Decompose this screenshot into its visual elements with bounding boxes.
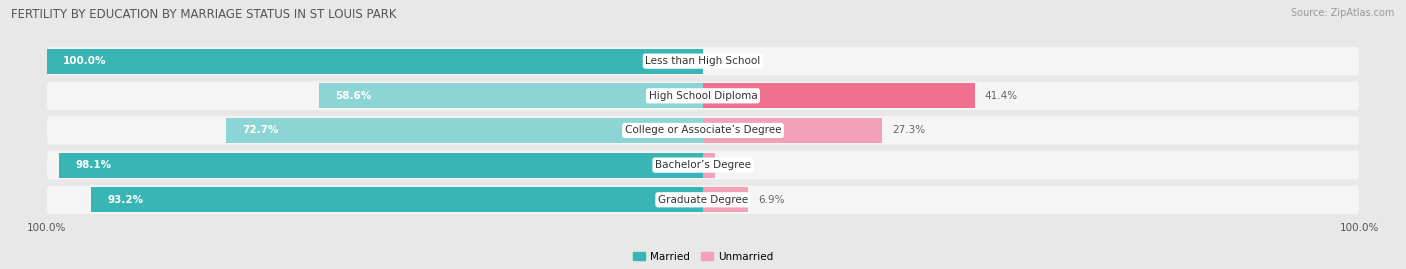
FancyBboxPatch shape: [46, 186, 1360, 214]
Bar: [319, 83, 703, 108]
Text: 100.0%: 100.0%: [63, 56, 107, 66]
FancyBboxPatch shape: [46, 47, 1360, 75]
FancyBboxPatch shape: [46, 151, 1360, 179]
Legend: Married, Unmarried: Married, Unmarried: [628, 247, 778, 266]
Text: 58.6%: 58.6%: [335, 91, 371, 101]
Text: 1.9%: 1.9%: [725, 160, 752, 170]
Text: College or Associate’s Degree: College or Associate’s Degree: [624, 125, 782, 136]
Bar: [59, 153, 703, 178]
Text: 93.2%: 93.2%: [108, 195, 143, 205]
Text: Less than High School: Less than High School: [645, 56, 761, 66]
Bar: [46, 49, 703, 74]
Text: 98.1%: 98.1%: [76, 160, 112, 170]
Text: FERTILITY BY EDUCATION BY MARRIAGE STATUS IN ST LOUIS PARK: FERTILITY BY EDUCATION BY MARRIAGE STATU…: [11, 8, 396, 21]
Bar: [703, 118, 882, 143]
Text: 0.0%: 0.0%: [713, 56, 740, 66]
Text: 6.9%: 6.9%: [758, 195, 785, 205]
Text: 27.3%: 27.3%: [891, 125, 925, 136]
FancyBboxPatch shape: [46, 116, 1360, 145]
Text: 72.7%: 72.7%: [242, 125, 278, 136]
Text: Source: ZipAtlas.com: Source: ZipAtlas.com: [1291, 8, 1395, 18]
Text: 41.4%: 41.4%: [984, 91, 1018, 101]
Bar: [703, 83, 974, 108]
Bar: [91, 187, 703, 212]
Bar: [703, 153, 716, 178]
Text: Bachelor’s Degree: Bachelor’s Degree: [655, 160, 751, 170]
Text: Graduate Degree: Graduate Degree: [658, 195, 748, 205]
Text: High School Diploma: High School Diploma: [648, 91, 758, 101]
Bar: [226, 118, 703, 143]
FancyBboxPatch shape: [46, 82, 1360, 110]
Bar: [703, 187, 748, 212]
